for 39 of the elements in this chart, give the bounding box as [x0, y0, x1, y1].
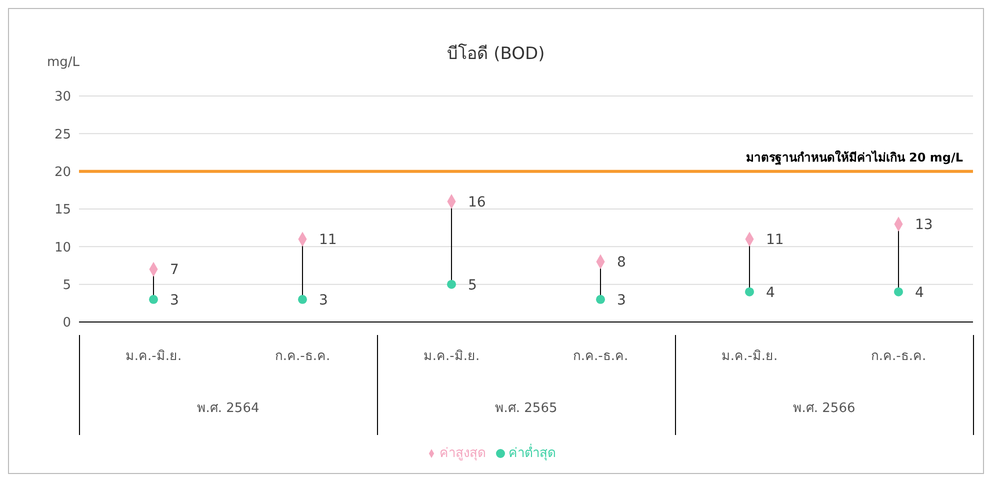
data-label: 16	[468, 194, 486, 210]
data-label: 4	[915, 284, 924, 301]
data-label: 3	[617, 292, 626, 308]
x-tick-label: ก.ค.-ธ.ค.	[572, 349, 628, 364]
data-label: 3	[170, 292, 179, 308]
y-tick-label: 5	[62, 278, 71, 293]
point	[894, 287, 904, 296]
x-tick-label: ก.ค.-ธ.ค.	[870, 349, 926, 364]
text: พ.ศ. 2566	[792, 400, 856, 418]
y-tick-label: 20	[54, 164, 71, 180]
x-tick-label: ม.ค.-มิ.ย.	[423, 349, 480, 364]
data-label: 13	[915, 217, 933, 234]
y-tick-label: 25	[54, 127, 71, 142]
y-tick-label: 10	[54, 240, 71, 256]
point	[298, 294, 308, 304]
data-label: 11	[319, 232, 337, 248]
y-tick-label: 15	[54, 202, 71, 218]
ref-line-label: มาตรฐานกำหนดให้มีค่าไม่เกิน 20 mg/L	[746, 149, 964, 166]
data-label: 7	[170, 262, 179, 278]
data-label: 4	[766, 284, 776, 301]
chart-title: บีโอดี (BOD)	[447, 44, 545, 64]
legend-label: ค่าสูงสุด	[440, 446, 486, 461]
text: พ.ศ. 2565	[494, 400, 558, 418]
y-tick-label: 30	[54, 90, 71, 105]
data-label: 5	[468, 277, 477, 294]
data-label: 8	[617, 254, 626, 271]
legend-label: ค่าต่ำสุด	[508, 446, 556, 461]
y-axis-title: mg/L	[47, 55, 80, 70]
point	[596, 294, 606, 304]
x-tick-label: ม.ค.-มิ.ย.	[721, 349, 778, 364]
y-tick-label: 0	[62, 316, 71, 331]
text: พ.ศ. 2564	[196, 400, 260, 418]
point	[744, 287, 754, 296]
point	[446, 280, 456, 289]
x-tick-label: ก.ค.-ธ.ค.	[274, 349, 330, 364]
x-tick-label: ม.ค.-มิ.ย.	[125, 349, 182, 364]
data-label: 11	[766, 232, 784, 248]
point	[148, 294, 158, 304]
data-label: 3	[319, 292, 328, 308]
